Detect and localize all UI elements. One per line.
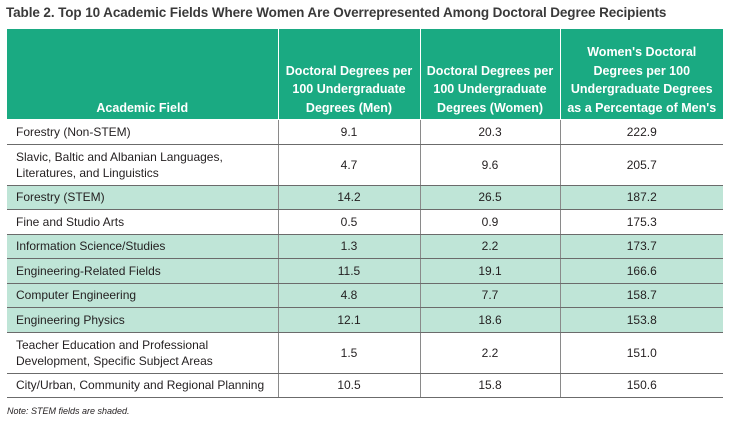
men-value-cell: 1.3 — [277, 233, 420, 259]
table-header: Academic Field Doctoral Degrees per 100 … — [7, 29, 723, 120]
column-header-men: Doctoral Degrees per 100 Undergraduate D… — [277, 29, 420, 120]
men-value-cell: 14.2 — [277, 184, 420, 210]
men-value-cell: 9.1 — [277, 119, 420, 145]
field-cell: Information Science/Studies — [7, 233, 278, 259]
field-cell: Forestry (STEM) — [7, 184, 278, 210]
women-value-cell: 2.2 — [419, 331, 560, 374]
percentage-cell: 175.3 — [559, 209, 723, 235]
field-cell: Teacher Education and Professional Devel… — [7, 331, 278, 374]
header-row: Academic Field Doctoral Degrees per 100 … — [7, 29, 723, 120]
field-cell: Computer Engineering — [7, 282, 278, 308]
percentage-cell: 173.7 — [559, 233, 723, 259]
percentage-cell: 150.6 — [559, 372, 723, 398]
column-header-percentage: Women's Doctoral Degrees per 100 Undergr… — [559, 29, 723, 120]
women-value-cell: 20.3 — [419, 119, 560, 145]
table-row: Slavic, Baltic and Albanian Languages, L… — [7, 143, 723, 186]
men-value-cell: 11.5 — [277, 258, 420, 284]
men-value-cell: 4.7 — [277, 143, 420, 186]
field-cell: Engineering Physics — [7, 307, 278, 333]
table-row: Fine and Studio Arts 0.5 0.9 175.3 — [7, 209, 723, 235]
field-cell: Fine and Studio Arts — [7, 209, 278, 235]
table-row: Information Science/Studies 1.3 2.2 173.… — [7, 233, 723, 259]
women-value-cell: 15.8 — [419, 372, 560, 398]
field-cell: City/Urban, Community and Regional Plann… — [7, 372, 278, 398]
table-row: Engineering Physics 12.1 18.6 153.8 — [7, 307, 723, 333]
table-note: Note: STEM fields are shaded. — [7, 406, 130, 416]
men-value-cell: 10.5 — [277, 372, 420, 398]
note-text: Note: STEM fields are shaded. — [7, 406, 130, 416]
table-title: Table 2. Top 10 Academic Fields Where Wo… — [6, 5, 667, 20]
women-value-cell: 7.7 — [419, 282, 560, 308]
men-value-cell: 12.1 — [277, 307, 420, 333]
field-cell: Engineering-Related Fields — [7, 258, 278, 284]
women-value-cell: 18.6 — [419, 307, 560, 333]
percentage-cell: 151.0 — [559, 331, 723, 374]
percentage-cell: 205.7 — [559, 143, 723, 186]
percentage-cell: 158.7 — [559, 282, 723, 308]
table-row: Engineering-Related Fields 11.5 19.1 166… — [7, 258, 723, 284]
table-body: Forestry (Non-STEM) 9.1 20.3 222.9 Slavi… — [7, 119, 723, 398]
table-row: Computer Engineering 4.8 7.7 158.7 — [7, 282, 723, 308]
table-row: Forestry (Non-STEM) 9.1 20.3 222.9 — [7, 119, 723, 145]
table-row: City/Urban, Community and Regional Plann… — [7, 372, 723, 398]
table-row: Teacher Education and Professional Devel… — [7, 331, 723, 374]
column-header-women: Doctoral Degrees per 100 Undergraduate D… — [419, 29, 560, 120]
women-value-cell: 26.5 — [419, 184, 560, 210]
column-header-academic-field: Academic Field — [7, 29, 278, 120]
data-table: Academic Field Doctoral Degrees per 100 … — [7, 29, 723, 398]
percentage-cell: 166.6 — [559, 258, 723, 284]
men-value-cell: 0.5 — [277, 209, 420, 235]
women-value-cell: 0.9 — [419, 209, 560, 235]
field-cell: Slavic, Baltic and Albanian Languages, L… — [7, 143, 278, 186]
men-value-cell: 4.8 — [277, 282, 420, 308]
field-cell: Forestry (Non-STEM) — [7, 119, 278, 145]
percentage-cell: 222.9 — [559, 119, 723, 145]
women-value-cell: 9.6 — [419, 143, 560, 186]
percentage-cell: 153.8 — [559, 307, 723, 333]
women-value-cell: 2.2 — [419, 233, 560, 259]
women-value-cell: 19.1 — [419, 258, 560, 284]
men-value-cell: 1.5 — [277, 331, 420, 374]
table-row: Forestry (STEM) 14.2 26.5 187.2 — [7, 184, 723, 210]
percentage-cell: 187.2 — [559, 184, 723, 210]
